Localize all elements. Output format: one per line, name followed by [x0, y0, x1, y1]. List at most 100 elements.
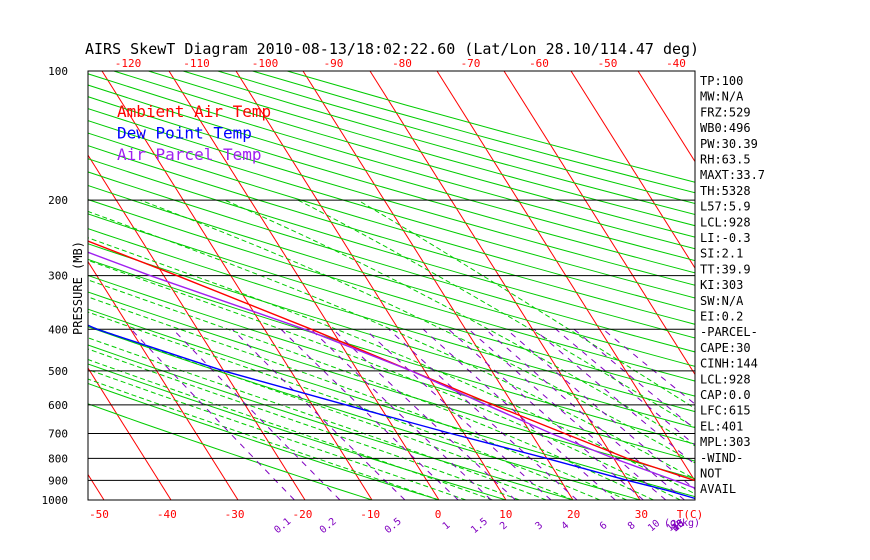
chart-title: AIRS SkewT Diagram 2010-08-13/18:02:22.6…	[85, 40, 699, 58]
dry-adiabat-line	[88, 171, 695, 353]
pressure-tick-label: 900	[48, 474, 68, 487]
top-temp-tick-label: -40	[666, 57, 686, 70]
pressure-tick-label: 800	[48, 452, 68, 465]
dry-adiabat-line	[88, 308, 695, 498]
stat-item: -PARCEL-	[700, 325, 758, 339]
temp-unit-label: T(C)	[677, 508, 704, 521]
dry-adiabat-line	[88, 73, 695, 250]
isotherm-line	[168, 71, 440, 500]
legend: Ambient Air Temp Dew Point Temp Air Parcel…	[117, 102, 271, 164]
moist-adiabat-line	[88, 368, 466, 500]
y-axis-label: PRESSURE (MB)	[71, 241, 85, 335]
legend-entry: Dew Point Temp	[117, 124, 252, 143]
isotherm-line	[88, 260, 239, 500]
mixing-ratio-tick-label: 6	[598, 520, 610, 532]
stat-item: SW:N/A	[700, 294, 744, 308]
isotherm-line	[369, 71, 641, 500]
bottom-temp-tick-label: -20	[292, 508, 312, 521]
mixing-ratio-tick-label: 2	[498, 520, 510, 532]
stat-item: CAPE:30	[700, 341, 751, 355]
moist-adiabat-line	[224, 199, 695, 447]
series-line	[88, 240, 695, 482]
pressure-tick-label: 200	[48, 194, 68, 207]
stat-item: FRZ:529	[700, 105, 751, 119]
isotherm-line	[235, 71, 507, 500]
stat-item: WB0:496	[700, 121, 751, 135]
dry-adiabat-line	[88, 326, 641, 500]
stat-item: LFC:615	[700, 404, 751, 418]
dry-adiabat-line	[88, 274, 695, 462]
dry-adiabat-line	[88, 382, 440, 500]
profile-lines	[88, 240, 695, 500]
stat-item: CAP:0.0	[700, 388, 751, 402]
isotherm-line	[637, 71, 695, 163]
mixing-ratio-tick-label: 8	[626, 520, 638, 532]
bottom-temp-tick-label: -50	[89, 508, 109, 521]
pressure-tick-label: 400	[48, 323, 68, 336]
isotherm-line	[88, 367, 172, 500]
top-temp-tick-label: -100	[252, 57, 279, 70]
pressure-tick-label: 1000	[42, 494, 69, 507]
mixing-ratio-tick-label: 4	[560, 520, 572, 532]
isotherm-line	[503, 71, 695, 376]
stat-item: EI:0.2	[700, 310, 743, 324]
moist-adiabat-line	[88, 210, 695, 480]
pressure-tick-label: 300	[48, 270, 68, 283]
top-temp-tick-label: -110	[183, 57, 210, 70]
pressure-tick-label: 600	[48, 399, 68, 412]
top-temp-tick-label: -90	[324, 57, 344, 70]
dry-adiabat-line	[88, 96, 695, 274]
top-temp-tick-label: -70	[461, 57, 481, 70]
moist-adiabat-line	[88, 378, 440, 500]
stat-item: AVAIL	[700, 482, 736, 496]
stat-item: KI:303	[700, 278, 743, 292]
stat-item: LCL:928	[700, 372, 751, 386]
series-line	[88, 251, 695, 489]
isotherm-line	[436, 71, 695, 482]
stat-item: NOT	[700, 467, 722, 481]
bottom-temp-tick-label: -40	[157, 508, 177, 521]
legend-entry: Ambient Air Temp	[117, 102, 271, 121]
dry-adiabat-line	[88, 185, 695, 367]
bottom-temp-tick-label: -30	[225, 508, 245, 521]
stat-item: L57:5.9	[700, 200, 751, 214]
stat-item: LCL:928	[700, 215, 751, 229]
stat-item: MW:N/A	[700, 90, 744, 104]
top-temp-tick-label: -50	[598, 57, 618, 70]
top-temp-tick-label: -80	[392, 57, 412, 70]
stat-item: LI:-0.3	[700, 231, 751, 245]
plot-frame	[87, 70, 696, 501]
dry-adiabat-line	[88, 228, 695, 413]
stat-item: -WIND-	[700, 451, 743, 465]
dry-adiabat-line	[88, 344, 574, 500]
stat-item: EL:401	[700, 419, 743, 433]
dry-adiabat-line	[88, 158, 695, 339]
stat-item: PW:30.39	[700, 137, 758, 151]
pressure-tick-label: 100	[48, 65, 68, 78]
bottom-temp-tick-label: 0	[435, 508, 442, 521]
mixing-ratio-unit-label: (g/kg)	[664, 518, 700, 529]
pressure-tick-label: 500	[48, 365, 68, 378]
stat-item: TH:5328	[700, 184, 751, 198]
dry-adiabat-line	[88, 84, 695, 262]
isotherm-line	[88, 154, 306, 500]
dry-adiabat-line	[88, 108, 695, 286]
dry-adiabat-line	[88, 258, 695, 445]
top-temp-tick-label: -60	[529, 57, 549, 70]
mixing-ratio-tick-label: 1	[441, 520, 453, 532]
top-temp-tick-label: -120	[115, 57, 142, 70]
isotherm-line	[570, 71, 695, 269]
stat-item: TP:100	[700, 74, 743, 88]
dry-adiabat-line	[88, 120, 695, 299]
background-lines	[88, 71, 695, 500]
bottom-temp-tick-label: -10	[360, 508, 380, 521]
stat-item: CINH:144	[700, 357, 758, 371]
bottom-temp-tick-label: 30	[635, 508, 648, 521]
series-line	[88, 324, 695, 500]
dry-adiabat-line	[88, 132, 695, 312]
dry-adiabat-line	[88, 198, 695, 382]
dry-adiabat-line	[88, 145, 695, 325]
